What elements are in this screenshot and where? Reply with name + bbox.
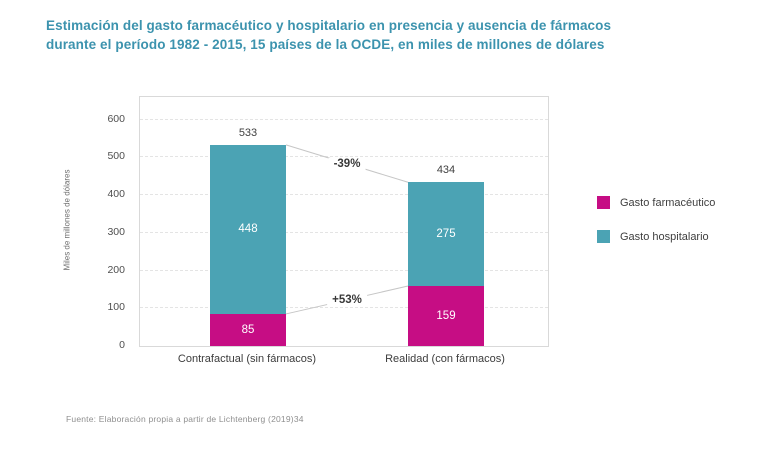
plot-area: 85 448 533 159 275 434 -39% +53%	[139, 96, 549, 347]
bar-segment: 159	[408, 286, 484, 346]
bar-total-label: 533	[238, 126, 258, 139]
bar-segment-value: 159	[436, 310, 456, 322]
gridline	[140, 269, 548, 271]
legend-item: Gasto farmacéutico	[597, 196, 715, 209]
y-tick-label: 200	[107, 263, 125, 276]
annotation-percent-label: +53%	[327, 293, 367, 306]
annotation-percent-label: -39%	[328, 157, 366, 170]
bar-segment: 448	[210, 144, 286, 314]
chart-title-line2: durante el período 1982 - 2015, 15 paíse…	[46, 37, 605, 52]
source-note: Fuente: Elaboración propia a partir de L…	[66, 414, 304, 424]
legend-swatch	[597, 196, 610, 209]
legend-swatch	[597, 230, 610, 243]
legend-label: Gasto farmacéutico	[620, 196, 716, 209]
gridline	[140, 307, 548, 309]
annotation-lines	[285, 144, 409, 315]
gridline	[140, 231, 548, 233]
y-tick-label: 500	[107, 150, 125, 163]
bar-segment-value: 275	[436, 228, 456, 241]
bar-segment-value: 85	[241, 323, 255, 336]
bar-segment: 85	[210, 313, 286, 346]
y-tick-label: 300	[107, 225, 125, 238]
bar-total-label: 434	[436, 164, 456, 177]
gridline	[140, 118, 548, 120]
chart-title: Estimación del gasto farmacéutico y hosp…	[46, 16, 736, 54]
bar-segment-value: 448	[238, 223, 258, 236]
y-tick-label: 600	[107, 112, 125, 125]
x-category-label: Contrafactual (sin fármacos)	[177, 353, 317, 365]
y-tick-label: 100	[107, 301, 125, 314]
x-category-label: Realidad (con fármacos)	[385, 353, 505, 365]
gridline	[140, 194, 548, 196]
chart-title-line1: Estimación del gasto farmacéutico y hosp…	[46, 18, 612, 33]
legend-item: Gasto hospitalario	[597, 230, 715, 243]
bar-segment: 275	[408, 182, 484, 287]
legend: Gasto farmacéutico Gasto hospitalario	[597, 196, 715, 264]
y-tick-label: 400	[107, 188, 125, 201]
y-axis-title: Miles de millones de dólares	[62, 169, 72, 271]
y-tick-label: 0	[119, 339, 125, 351]
legend-label: Gasto hospitalario	[620, 230, 709, 243]
gridline	[140, 156, 548, 158]
